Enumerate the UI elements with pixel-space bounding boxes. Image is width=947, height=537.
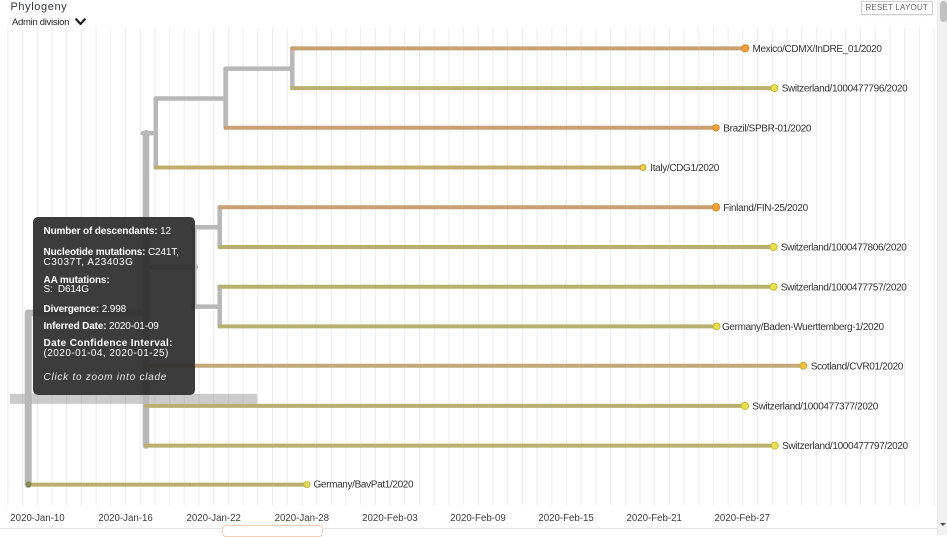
svg-text:Scotland/CVR01/2020: Scotland/CVR01/2020 — [811, 361, 904, 372]
svg-text:2020-Jan-28: 2020-Jan-28 — [275, 513, 329, 524]
svg-text:Italy/CDG1/2020: Italy/CDG1/2020 — [650, 163, 719, 174]
svg-text:Switzerland/1000477757/2020: Switzerland/1000477757/2020 — [781, 282, 907, 293]
svg-text:Germany/BavPat1/2020: Germany/BavPat1/2020 — [314, 480, 415, 491]
svg-text:2020-Feb-03: 2020-Feb-03 — [362, 513, 417, 524]
svg-text:Switzerland/1000477377/2020: Switzerland/1000477377/2020 — [752, 402, 878, 413]
svg-text:Germany/Baden-Wuerttemberg-1/2: Germany/Baden-Wuerttemberg-1/2020 — [722, 322, 884, 333]
svg-text:2020-Feb-15: 2020-Feb-15 — [538, 513, 593, 524]
svg-text:Switzerland/1000477806/2020: Switzerland/1000477806/2020 — [781, 243, 907, 254]
svg-text:2020-Feb-27: 2020-Feb-27 — [715, 513, 770, 524]
svg-text:2020-Jan-16: 2020-Jan-16 — [98, 513, 152, 524]
svg-text:Finland/FIN-25/2020: Finland/FIN-25/2020 — [723, 203, 808, 214]
svg-text:2020-Feb-21: 2020-Feb-21 — [626, 513, 681, 524]
svg-text:2020-Jan-22: 2020-Jan-22 — [186, 513, 240, 524]
svg-text:Brazil/SPBR-01/2020: Brazil/SPBR-01/2020 — [723, 123, 812, 134]
svg-text:2020-Feb-09: 2020-Feb-09 — [450, 513, 505, 524]
svg-text:Mexico/CDMX/InDRE_01/2020: Mexico/CDMX/InDRE_01/2020 — [753, 44, 883, 55]
svg-text:Switzerland/1000477796/2020: Switzerland/1000477796/2020 — [782, 84, 908, 95]
svg-text:Switzerland/1000477797/2020: Switzerland/1000477797/2020 — [782, 441, 908, 452]
svg-text:2020-Jan-10: 2020-Jan-10 — [10, 513, 65, 524]
